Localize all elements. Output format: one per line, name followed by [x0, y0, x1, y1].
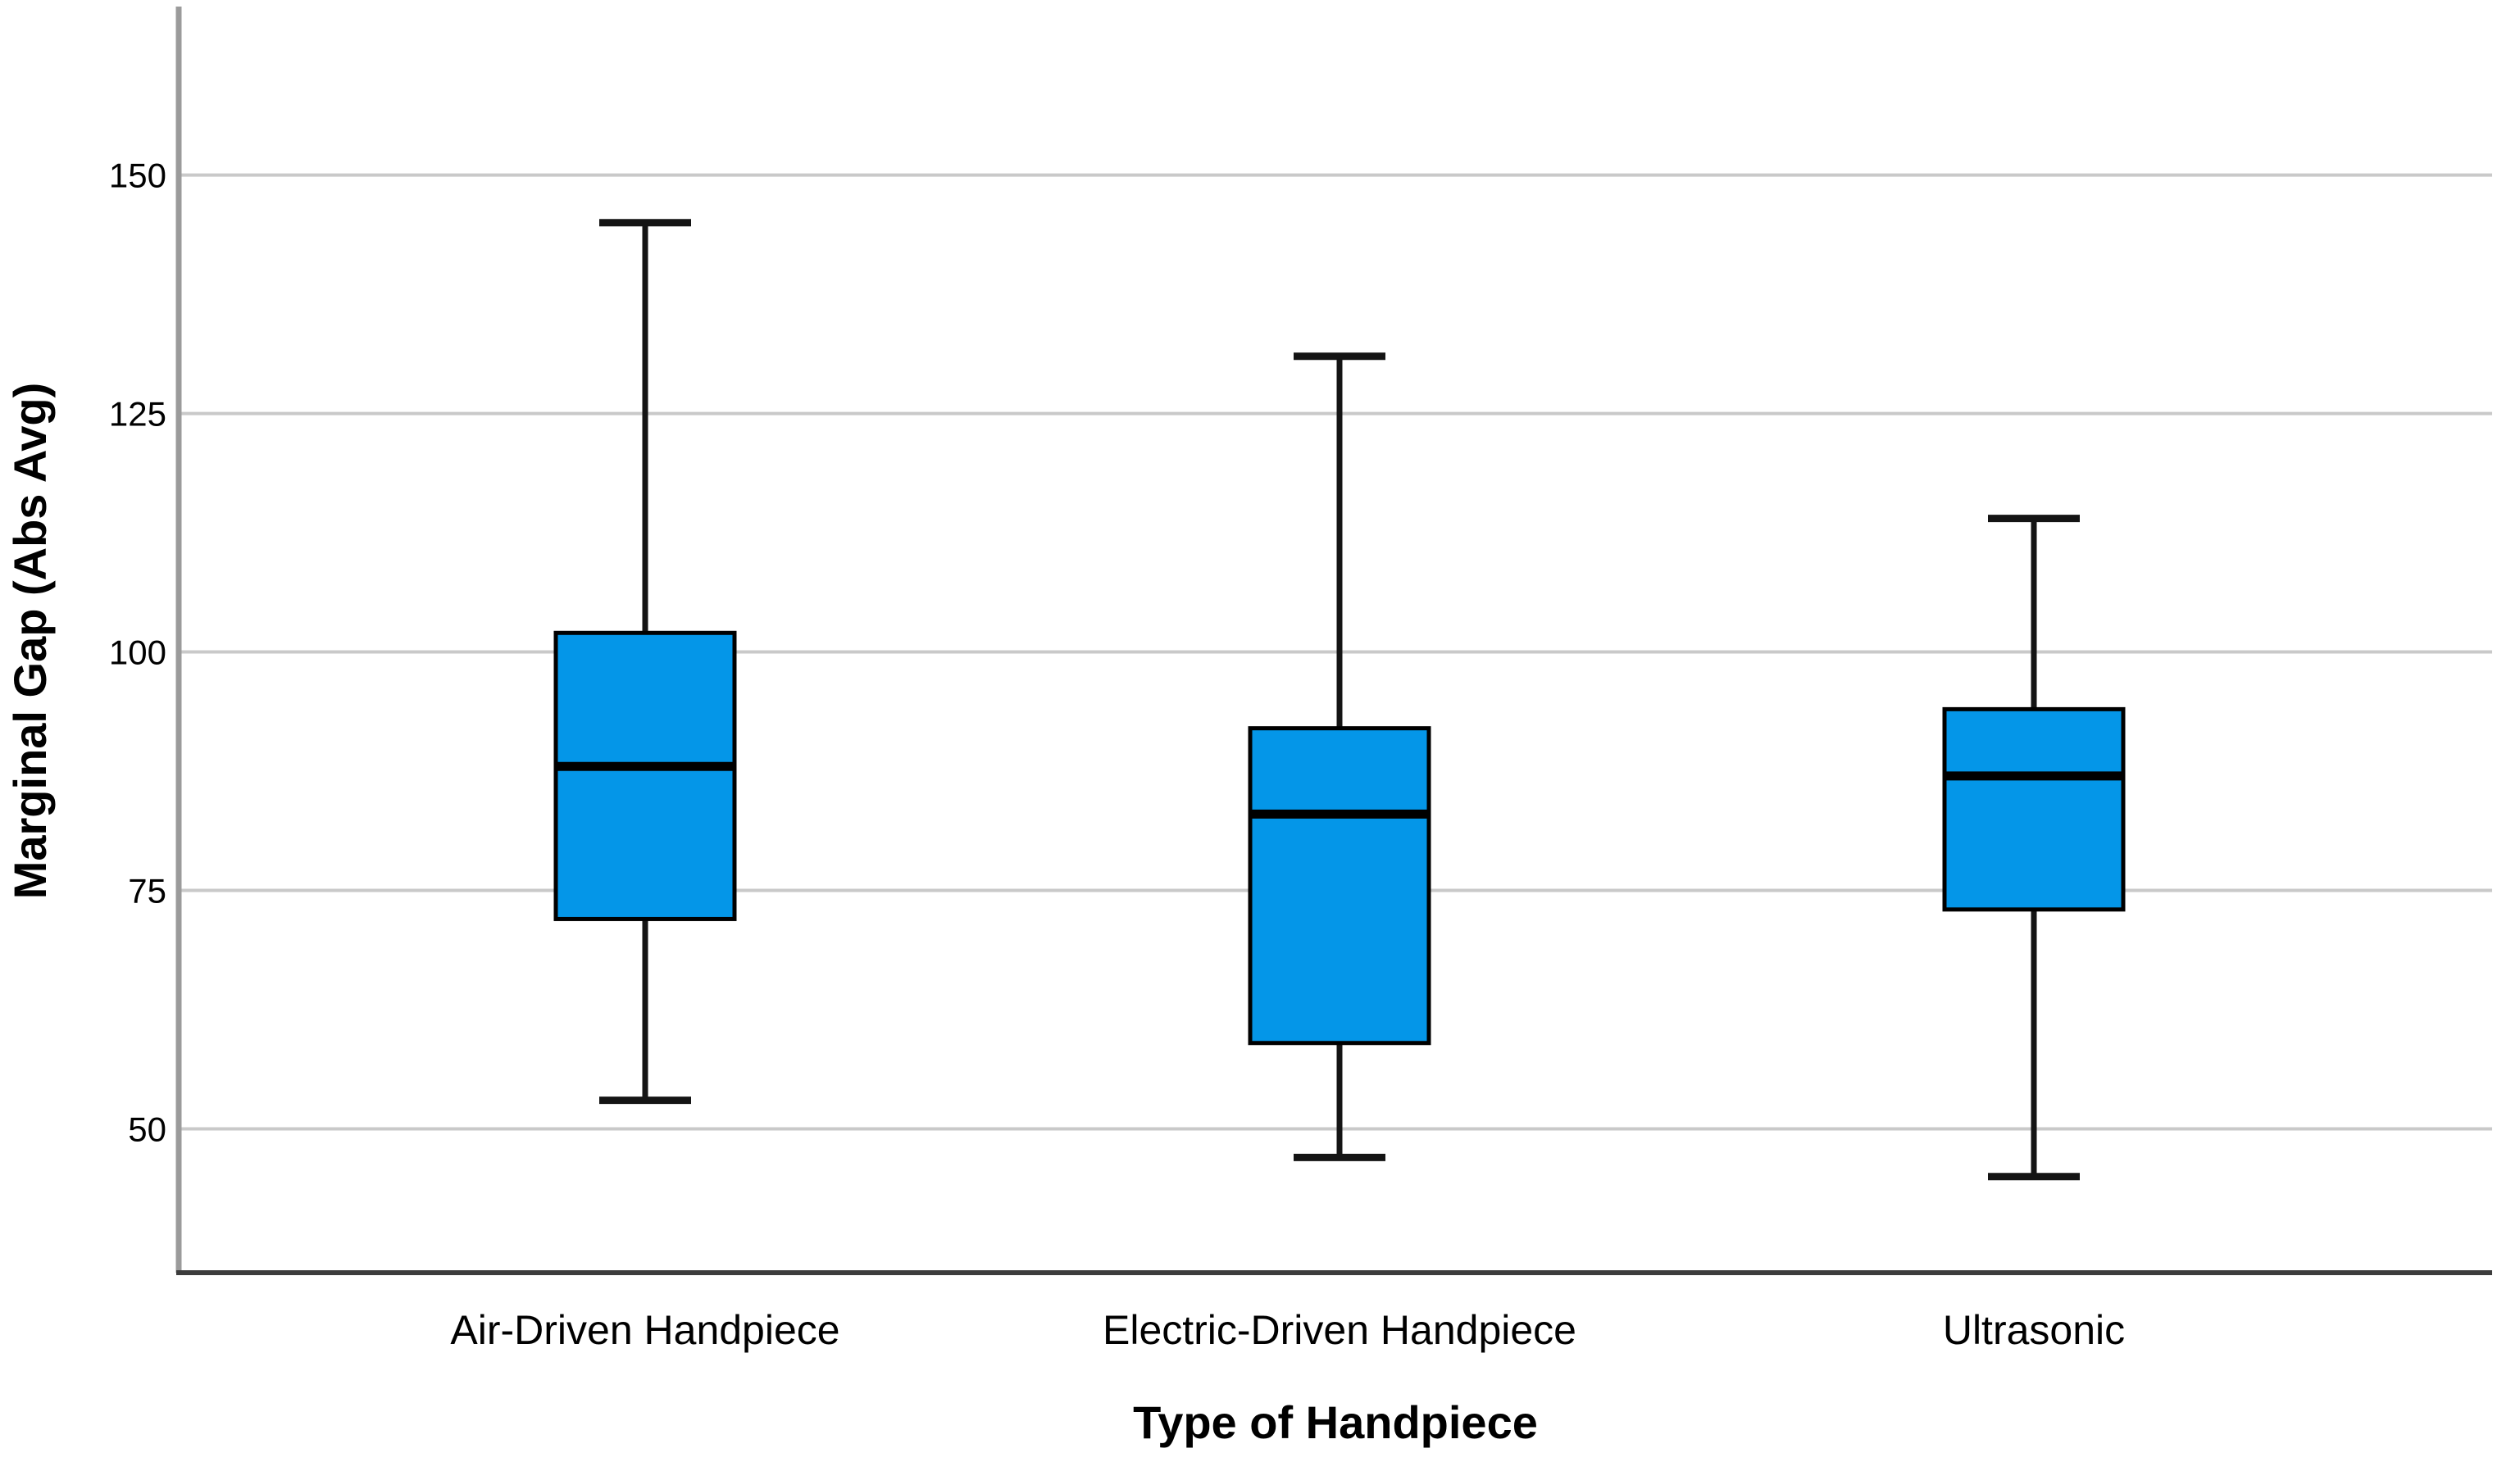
x-axis-title: Type of Handpiece [1133, 1396, 1538, 1448]
boxplot-series [553, 219, 2126, 1181]
y-tick-label-125: 125 [109, 395, 166, 434]
y-tick-label-50: 50 [128, 1110, 166, 1149]
box-electric-driven-handpiece [1248, 352, 1431, 1161]
y-tick-label-75: 75 [128, 872, 166, 910]
iqr-box [553, 630, 737, 921]
y-axis-title: Marginal Gap (Abs Avg) [4, 383, 56, 900]
iqr-box [1248, 726, 1431, 1046]
x-axis-category-labels: Air-Driven Handpiece Electric-Driven Hand… [450, 1307, 2125, 1353]
box-ultrasonic [1942, 515, 2126, 1181]
x-category-label-1: Air-Driven Handpiece [450, 1307, 839, 1353]
x-category-label-2: Electric-Driven Handpiece [1103, 1307, 1576, 1353]
box-air-driven-handpiece [553, 219, 737, 1105]
y-tick-label-100: 100 [109, 633, 166, 672]
y-axis-tick-labels: 150 125 100 75 50 [109, 157, 166, 1149]
y-tick-label-150: 150 [109, 157, 166, 195]
iqr-box [1942, 706, 2126, 912]
x-category-label-3: Ultrasonic [1943, 1307, 2125, 1353]
